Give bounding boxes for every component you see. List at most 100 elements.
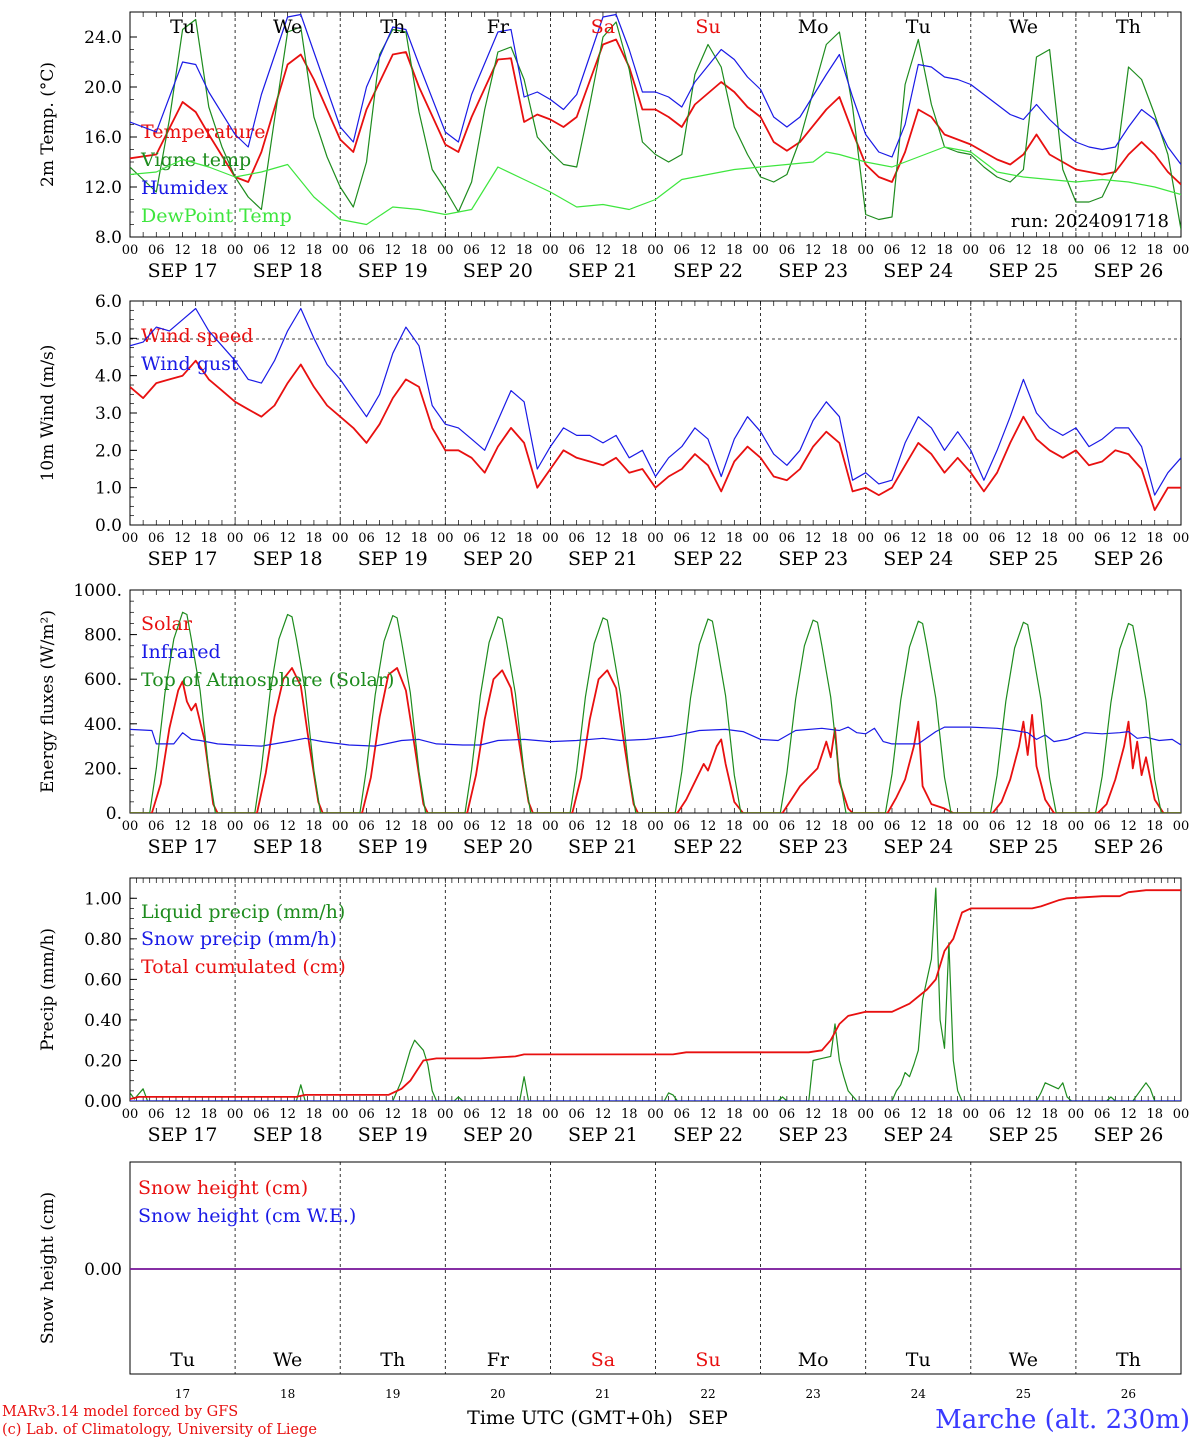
date-label: SEP 20 [463, 548, 533, 570]
y-tick-label: 6.0 [95, 292, 122, 312]
hour-tick-label: 18 [831, 1107, 848, 1122]
hour-tick-label: 18 [831, 243, 848, 258]
day-abbr: Su [695, 1349, 720, 1371]
date-label: SEP 19 [358, 1124, 428, 1146]
hour-tick-label: 12 [279, 819, 296, 834]
hour-tick-label: 18 [621, 243, 638, 258]
date-label: SEP 22 [673, 836, 743, 858]
day-abbr: Th [1116, 1349, 1141, 1371]
day-abbr: We [1009, 16, 1038, 38]
hour-tick-label: 06 [568, 819, 585, 834]
y-tick-label: 0.0 [95, 516, 122, 536]
hour-tick-label: 06 [148, 531, 165, 546]
y-axis-label: Precip (mm/h) [38, 928, 58, 1051]
hour-tick-label: 18 [411, 243, 428, 258]
day-number: 17 [175, 1387, 190, 1401]
day-abbr: Fr [487, 16, 510, 38]
series-line-2 [130, 18, 1181, 230]
y-tick-label: 0.00 [84, 1260, 122, 1280]
date-label: SEP 17 [148, 1124, 218, 1146]
hour-tick-label: 06 [779, 1107, 796, 1122]
panel-1: 8.0 12.0 16.0 20.0 24.0 2m Temp. (°C) Temperat… [38, 11, 1189, 282]
hour-tick-label: 06 [568, 243, 585, 258]
panel-4: 0.00 0.20 0.40 0.60 0.80 1.00 Precip (mm/h) Liq… [38, 877, 1189, 1146]
hour-tick-label: 06 [779, 819, 796, 834]
y-axis-label: 10m Wind (m/s) [38, 345, 58, 482]
hour-tick-label: 06 [674, 243, 691, 258]
hour-tick-label: 06 [884, 1107, 901, 1122]
hour-tick-label: 12 [490, 243, 507, 258]
hour-tick-label: 18 [1041, 819, 1058, 834]
date-label: SEP 25 [988, 548, 1058, 570]
day-abbr: Sa [591, 1349, 615, 1371]
hour-tick-label: 18 [621, 531, 638, 546]
date-label: SEP 24 [883, 548, 953, 570]
hour-tick-label: 12 [490, 1107, 507, 1122]
hour-tick-label: 06 [884, 819, 901, 834]
hour-tick-label: 00 [332, 531, 349, 546]
hour-tick-label: 12 [700, 819, 717, 834]
hour-tick-label: 18 [936, 531, 953, 546]
legend-entry: Wind gust [141, 353, 239, 375]
hour-tick-label: 06 [253, 1107, 270, 1122]
day-number: 24 [911, 1387, 927, 1401]
hour-tick-label: 12 [174, 531, 191, 546]
meteogram-footer: MARv3.14 model forced by GFS (c) Lab. of… [2, 1404, 1190, 1438]
hour-tick-label: 00 [1173, 531, 1190, 546]
y-tick-label: 24.0 [84, 28, 122, 48]
hour-tick-label: 12 [1120, 1107, 1137, 1122]
hour-tick-label: 06 [148, 819, 165, 834]
hour-tick-label: 06 [463, 1107, 480, 1122]
hour-tick-label: 12 [174, 243, 191, 258]
site-name: Marche (alt. 230m) [935, 1405, 1190, 1435]
series-line-1 [130, 359, 1181, 511]
hour-tick-label: 18 [1041, 243, 1058, 258]
hour-tick-label: 00 [437, 819, 454, 834]
legend-entry: Total cumulated (cm) [141, 956, 346, 978]
day-abbr: We [1009, 1349, 1038, 1371]
hour-tick-label: 18 [726, 1107, 743, 1122]
hour-tick-label: 18 [306, 1107, 323, 1122]
date-label: SEP 21 [568, 260, 638, 282]
hour-tick-label: 18 [201, 1107, 218, 1122]
series-line-2 [130, 726, 1181, 747]
panel-5: 0.00 Snow height (cm) Snow height (cm) Snow… [38, 1161, 1182, 1401]
hour-tick-label: 18 [936, 1107, 953, 1122]
hour-tick-label: 06 [148, 243, 165, 258]
hour-tick-label: 12 [384, 819, 401, 834]
hour-tick-label: 12 [1120, 531, 1137, 546]
day-number: 19 [385, 1387, 400, 1401]
legend-entry: Temperature [141, 121, 265, 143]
date-label: SEP 19 [358, 548, 428, 570]
hour-tick-label: 18 [621, 1107, 638, 1122]
hour-tick-label: 00 [227, 243, 244, 258]
hour-tick-label: 00 [752, 1107, 769, 1122]
date-label: SEP 22 [673, 260, 743, 282]
hour-tick-label: 00 [122, 1107, 139, 1122]
hour-tick-label: 00 [963, 531, 980, 546]
model-credit: MARv3.14 model forced by GFS [2, 1404, 238, 1420]
date-label: SEP 22 [673, 548, 743, 570]
series-line-2 [130, 307, 1181, 496]
y-axis-label: Snow height (cm) [38, 1192, 58, 1344]
hour-tick-label: 00 [647, 819, 664, 834]
day-abbr: Sa [591, 16, 615, 38]
hour-tick-label: 06 [1094, 531, 1111, 546]
date-label: SEP 18 [253, 548, 323, 570]
day-abbr: Tu [906, 16, 931, 38]
hour-tick-label: 06 [779, 531, 796, 546]
day-abbr: Tu [170, 1349, 195, 1371]
lab-credit: (c) Lab. of Climatology, University of L… [2, 1422, 317, 1438]
y-tick-label: 3.0 [95, 404, 122, 424]
hour-tick-label: 12 [595, 531, 612, 546]
hour-tick-label: 18 [306, 531, 323, 546]
hour-tick-label: 06 [674, 819, 691, 834]
y-tick-label: 1.0 [95, 479, 122, 499]
day-number: 22 [700, 1387, 715, 1401]
panel-frame [129, 300, 1182, 526]
day-abbr: We [273, 16, 302, 38]
hour-tick-label: 06 [568, 1107, 585, 1122]
panel-2: 0.0 1.0 2.0 3.0 4.0 5.0 6.0 10m Wind (m/s) Wind … [38, 292, 1189, 570]
hour-tick-label: 06 [989, 819, 1006, 834]
